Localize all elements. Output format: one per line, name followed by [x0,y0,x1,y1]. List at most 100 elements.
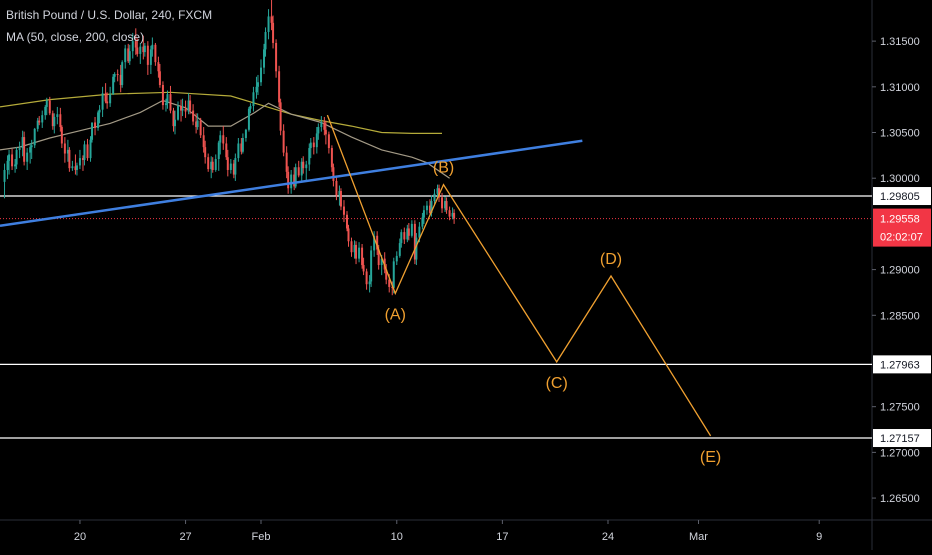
candle-body [143,45,146,53]
candle-body [237,143,240,159]
candle-body [342,206,345,215]
candle-body [406,228,409,240]
level-price-label: 1.27963 [880,359,920,371]
candle-body [86,144,89,159]
candle-body [8,154,11,161]
candle-body [391,286,394,288]
candle-body [287,171,290,189]
y-tick-label: 1.26500 [880,493,920,505]
candle-body [272,22,275,43]
candle-body [214,159,217,170]
candle-body [134,41,137,48]
candle-body [199,120,202,136]
candle-body [398,243,401,256]
candle-body [121,62,124,85]
candle-body [177,106,180,120]
y-tick-label: 1.31500 [880,36,920,48]
ma-50-line [0,99,450,179]
x-tick-label: 27 [179,531,191,543]
candle-body [196,120,199,128]
candle-body [255,86,258,93]
candle-body [154,44,157,63]
candle-body [136,47,139,54]
candle-body [149,49,152,65]
candle-body [395,255,398,262]
candle-body [297,167,300,176]
wave-label: (C) [546,375,568,392]
candle-body [339,191,342,207]
y-tick-label: 1.31000 [880,82,920,94]
y-tick-label: 1.27000 [880,447,920,459]
candle-body [48,100,51,114]
candle-body [26,152,29,162]
candle-body [146,45,149,65]
candle-body [63,143,66,154]
candle-body [350,241,353,253]
wave-label: (A) [385,306,406,323]
candle-body [413,223,416,260]
candle-body [330,148,333,168]
candle-body [30,145,33,148]
candle-body [166,94,169,104]
candle-body [324,129,327,135]
candle-body [139,46,142,54]
candle-body [373,235,376,251]
candle-body [259,67,262,83]
candle-body [51,113,54,127]
candle-body [241,137,244,152]
candle-body [226,157,229,170]
candle-body [293,174,296,187]
candle-body [232,163,235,175]
candle-body [29,147,32,153]
candle-body [278,71,281,103]
candle-body [425,205,428,211]
candle-body [422,210,425,218]
candle-body [15,149,18,165]
candle-body [104,93,107,102]
candle-body [161,84,164,106]
candle-body [23,137,26,162]
candle-body [365,271,368,285]
candle-body [229,163,232,170]
candle-body [436,188,439,194]
y-tick-label: 1.28500 [880,310,920,322]
candle-body [400,232,403,244]
candle-body [418,226,421,238]
trend-line [0,139,583,227]
candle-body [353,244,356,253]
candle-body [68,149,71,169]
candle-body [169,94,172,111]
countdown-label: 02:02:07 [880,232,923,244]
candle-body [181,108,184,111]
candle-body [312,142,315,148]
candle-body [309,142,312,149]
candle-body [308,148,311,165]
candle-body [448,210,451,217]
ma-200-line [0,91,442,134]
candle-body [172,110,175,127]
candle-body [131,41,134,52]
candle-body [75,165,78,170]
candle-body [377,249,380,266]
candle-body [142,46,145,53]
candle-body [392,261,395,288]
candle-body [294,167,297,187]
x-tick-label: 20 [74,531,86,543]
candle-body [124,48,127,63]
candle-body [202,135,205,148]
candle-body [207,157,210,170]
indicator-legend: MA (50, close, 200, close) [6,30,145,44]
candle-body [116,74,119,76]
candle-body [184,108,187,112]
candle-body [263,49,266,68]
candle-body [317,127,320,134]
candle-body [410,223,413,236]
candle-body [256,82,259,87]
candle-body [362,265,365,272]
candle-body [151,44,154,50]
candle-body [11,154,14,167]
level-price-tag [873,355,931,374]
candle-body [33,128,36,146]
